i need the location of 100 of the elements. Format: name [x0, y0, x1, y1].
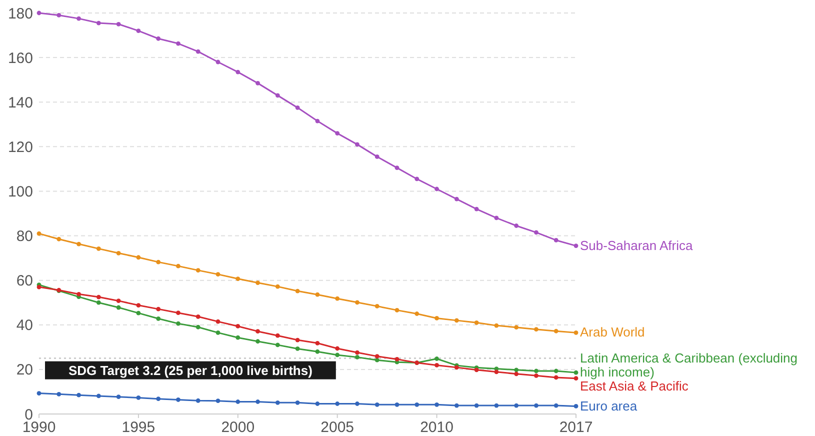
- point: [335, 352, 340, 358]
- ref-line-label: SDG Target 3.2 (25 per 1,000 live births): [68, 362, 312, 378]
- point: [574, 404, 578, 408]
- point: [374, 402, 380, 407]
- point: [176, 310, 180, 316]
- point: [514, 372, 519, 376]
- point: [574, 330, 578, 335]
- point: [414, 176, 420, 182]
- point: [96, 300, 101, 305]
- point: [434, 402, 439, 407]
- point: [56, 392, 62, 396]
- y-tick-label: 40: [16, 317, 33, 334]
- point: [574, 376, 578, 381]
- x-tick-label: 1990: [22, 419, 56, 436]
- y-tick-label: 120: [8, 138, 33, 156]
- point: [374, 304, 380, 308]
- point: [176, 321, 180, 326]
- point: [256, 339, 260, 344]
- point: [554, 238, 558, 242]
- point: [156, 396, 161, 402]
- point: [355, 300, 360, 305]
- point: [295, 400, 300, 405]
- point: [394, 402, 400, 407]
- series-label: Euro area: [580, 398, 638, 414]
- point: [116, 298, 121, 304]
- point: [96, 246, 101, 251]
- point: [474, 206, 479, 212]
- point: [514, 403, 519, 408]
- point: [494, 216, 499, 220]
- point: [116, 305, 121, 310]
- point: [275, 400, 280, 405]
- point: [374, 354, 380, 358]
- point: [554, 328, 558, 334]
- x-tick-label: 1995: [122, 419, 156, 436]
- point: [335, 402, 340, 406]
- point: [454, 318, 459, 323]
- point: [236, 400, 240, 404]
- y-tick-label: 20: [16, 362, 33, 379]
- point: [355, 142, 360, 147]
- point: [96, 294, 101, 300]
- point: [136, 255, 141, 260]
- y-tick-label: 80: [16, 228, 33, 246]
- y-tick-label: 100: [8, 183, 33, 200]
- point: [335, 131, 340, 136]
- point: [56, 13, 62, 18]
- x-tick-label: 2000: [221, 419, 255, 436]
- point: [454, 403, 459, 408]
- point: [96, 394, 101, 398]
- point: [355, 350, 360, 355]
- point: [434, 316, 439, 320]
- point: [275, 93, 280, 98]
- point: [176, 264, 180, 268]
- point: [474, 368, 479, 372]
- point: [216, 319, 220, 324]
- point: [454, 196, 459, 202]
- point: [236, 276, 240, 281]
- point: [216, 60, 220, 64]
- point: [554, 375, 558, 380]
- point: [414, 402, 420, 407]
- point: [534, 373, 538, 378]
- point: [494, 403, 499, 408]
- point: [36, 391, 42, 396]
- point: [116, 250, 121, 256]
- point: [295, 346, 300, 351]
- point: [534, 368, 538, 374]
- point: [414, 312, 420, 316]
- point: [554, 403, 558, 408]
- point: [315, 340, 320, 346]
- point: [394, 356, 400, 362]
- point: [236, 324, 240, 328]
- point: [196, 268, 200, 273]
- point: [315, 349, 320, 354]
- point: [236, 70, 240, 74]
- point: [275, 284, 280, 289]
- point: [275, 333, 280, 338]
- point: [394, 308, 400, 312]
- y-tick-label: 160: [8, 50, 33, 67]
- point: [76, 242, 81, 246]
- point: [156, 306, 161, 312]
- point: [36, 231, 42, 236]
- point: [76, 392, 81, 398]
- point: [574, 370, 578, 375]
- point: [216, 330, 220, 335]
- point: [374, 154, 380, 159]
- point: [76, 292, 81, 296]
- point: [534, 230, 538, 235]
- point: [534, 403, 538, 408]
- point: [534, 327, 538, 332]
- point: [295, 105, 300, 110]
- point: [315, 292, 320, 297]
- point: [295, 288, 300, 294]
- point: [256, 280, 260, 285]
- point: [256, 400, 260, 404]
- point: [554, 368, 558, 374]
- point: [474, 403, 479, 408]
- point: [335, 346, 340, 351]
- point: [275, 342, 280, 348]
- point: [96, 20, 101, 26]
- y-tick-label: 60: [16, 272, 33, 290]
- series-label: Latin America & Caribbean (excluding high income): [580, 350, 798, 380]
